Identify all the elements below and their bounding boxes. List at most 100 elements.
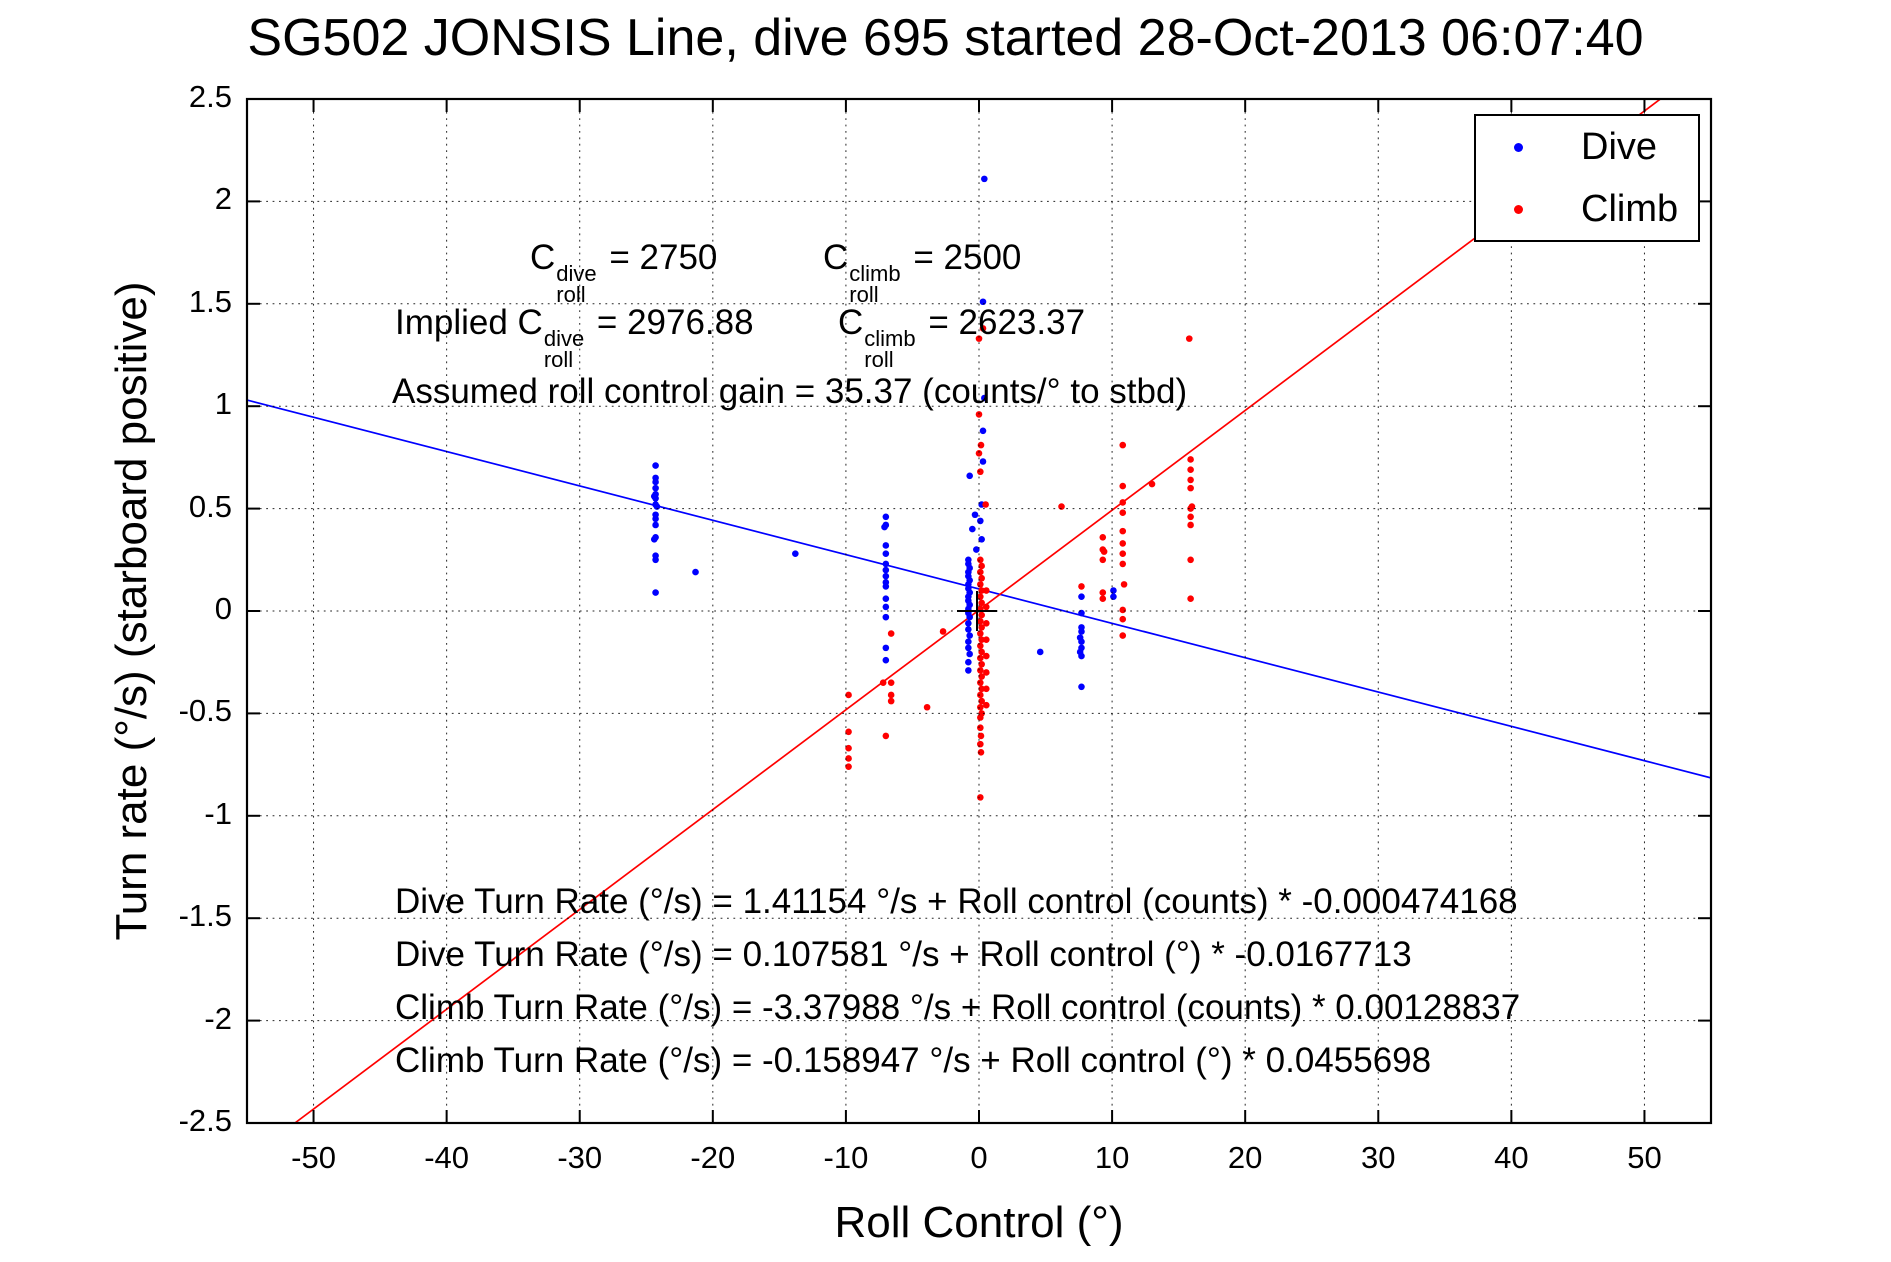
scatter-point-climb: [977, 654, 984, 662]
scatter-point-climb: [845, 728, 852, 736]
scatter-point-dive: [882, 550, 890, 557]
scatter-point-climb: [1187, 513, 1194, 521]
scatter-point-dive: [965, 658, 972, 666]
scatter-point-climb: [977, 630, 984, 637]
scatter-point-climb: [845, 744, 852, 752]
scatter-point-climb: [923, 703, 931, 711]
scatter-point-dive: [882, 603, 890, 611]
climb-degrees-equation: Climb Turn Rate (°/s) = -0.158947 °/s + …: [395, 1041, 1432, 1080]
y-tick-label: 1.5: [188, 283, 232, 319]
scatter-point-dive: [966, 650, 973, 658]
scatter-point-dive: [1078, 628, 1085, 635]
x-tick-label: 40: [1494, 1140, 1529, 1175]
scatter-point-climb: [977, 679, 984, 686]
scatter-point-dive: [882, 560, 890, 568]
scatter-point-dive: [652, 589, 659, 596]
scatter-point-dive: [882, 644, 890, 652]
scatter-point-climb: [975, 335, 983, 342]
x-tick-label: -20: [690, 1140, 736, 1175]
x-tick-label: -40: [424, 1140, 470, 1175]
scatter-point-dive: [650, 536, 658, 543]
scatter-point-climb: [983, 636, 990, 643]
scatter-point-climb: [1120, 581, 1128, 588]
scatter-point-dive: [1110, 587, 1117, 594]
scatter-point-dive: [792, 550, 799, 557]
plot-content: [247, 99, 1711, 1123]
scatter-point-climb: [978, 611, 985, 619]
scatter-point-dive: [977, 517, 984, 525]
scatter-point-dive: [965, 619, 972, 627]
scatter-point-climb: [975, 450, 983, 457]
scatter-point-dive: [978, 536, 985, 543]
scatter-point-climb: [1185, 335, 1193, 342]
scatter-point-dive: [652, 478, 659, 486]
scatter-point-climb: [1119, 441, 1127, 449]
y-tick-label: -1.5: [178, 898, 232, 934]
scatter-point-climb: [887, 679, 895, 686]
y-tick-label: 2.5: [188, 79, 232, 115]
scatter-point-climb: [983, 685, 990, 693]
scatter-point-climb: [887, 630, 895, 637]
scatter-point-dive: [966, 632, 973, 639]
x-tick-label: -50: [291, 1140, 336, 1175]
scatter-point-climb: [1119, 482, 1127, 490]
scatter-point-climb: [845, 691, 852, 699]
y-tick-label: 0.5: [188, 488, 232, 524]
legend-item-climb: Climb: [1476, 178, 1698, 240]
scatter-point-climb: [977, 749, 985, 756]
scatter-point-dive: [979, 427, 987, 435]
scatter-point-dive: [652, 515, 659, 523]
scatter-point-climb: [1119, 499, 1127, 506]
dive-marker-icon: [1514, 142, 1523, 152]
scatter-point-dive: [965, 626, 972, 633]
x-tick-label: 30: [1361, 1140, 1396, 1175]
scatter-point-dive: [1078, 652, 1085, 660]
scatter-point-climb: [887, 697, 895, 705]
scatter-point-climb: [939, 628, 947, 635]
scatter-point-climb: [1099, 589, 1107, 596]
scatter-point-climb: [982, 501, 989, 508]
scatter-point-climb: [977, 441, 985, 449]
y-tick-label: -2: [204, 1000, 232, 1036]
scatter-point-dive: [881, 523, 888, 531]
x-tick-label: -30: [557, 1140, 603, 1175]
scatter-point-climb: [983, 652, 990, 660]
dive-degrees-equation: Dive Turn Rate (°/s) = 0.107581 °/s + Ro…: [395, 935, 1412, 974]
climb-counts-equation: Climb Turn Rate (°/s) = -3.37988 °/s + R…: [395, 988, 1521, 1027]
x-tick-label: 50: [1627, 1140, 1662, 1175]
scatter-point-climb: [1187, 456, 1194, 463]
scatter-point-climb: [978, 636, 985, 643]
chart-title: SG502 JONSIS Line, dive 695 started 28-O…: [247, 9, 1644, 67]
scatter-point-climb: [977, 740, 984, 748]
scatter-point-dive: [1078, 683, 1085, 691]
scatter-point-dive: [979, 458, 987, 465]
scatter-point-climb: [983, 619, 990, 627]
scatter-point-climb: [882, 732, 890, 740]
scatter-point-climb: [1187, 476, 1194, 484]
scatter-point-climb: [1119, 527, 1127, 535]
y-tick-label: 2: [214, 181, 232, 217]
scatter-point-climb: [887, 691, 895, 699]
scatter-point-climb: [1187, 505, 1194, 512]
scatter-point-climb: [1187, 484, 1194, 492]
climb-marker-icon: [1514, 204, 1523, 214]
legend-item-dive: Dive: [1476, 116, 1698, 178]
scatter-point-climb: [1099, 533, 1107, 541]
scatter-point-dive: [981, 394, 988, 402]
scatter-point-climb: [977, 714, 984, 721]
gain-annotation: Assumed roll control gain = 35.37 (count…: [392, 372, 1188, 411]
scatter-point-dive: [1036, 648, 1044, 656]
scatter-point-dive: [692, 568, 699, 576]
scatter-point-dive: [973, 546, 980, 553]
scatter-point-climb: [983, 603, 990, 611]
scatter-point-climb: [1119, 509, 1127, 516]
scatter-point-dive: [652, 521, 659, 529]
scatter-point-climb: [977, 617, 984, 625]
scatter-point-climb: [978, 574, 985, 582]
scatter-point-climb: [879, 679, 887, 686]
scatter-point-dive: [966, 472, 973, 480]
scatter-point-climb: [978, 599, 985, 607]
scatter-point-climb: [1187, 556, 1194, 564]
scatter-point-climb: [1119, 632, 1127, 639]
